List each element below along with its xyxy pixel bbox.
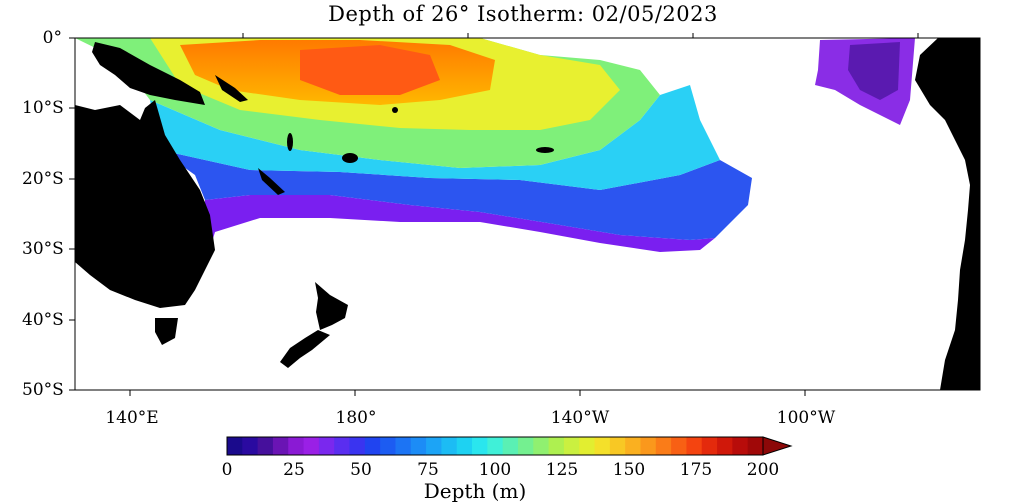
land-island-1 xyxy=(536,147,554,153)
x-tick-label-100w: 100°W xyxy=(776,408,836,428)
y-tick-label-40s: 40°S xyxy=(22,310,64,330)
colorbar-segment xyxy=(701,437,718,455)
colorbar-segment xyxy=(640,437,657,455)
colorbar-segment xyxy=(395,437,412,455)
land-new-caledonia xyxy=(258,168,285,195)
isotherm-depth-field xyxy=(75,38,915,255)
colorbar-border xyxy=(226,436,764,456)
land-new-guinea xyxy=(92,42,205,105)
x-tick-label-140e: 140°E xyxy=(105,408,159,428)
y-tick-label-20s: 20°S xyxy=(22,169,64,189)
colorbar-segment xyxy=(456,437,473,455)
colorbar-label-200: 200 xyxy=(746,460,780,480)
land-new-zealand-south xyxy=(280,330,330,368)
colorbar-segment xyxy=(732,437,749,455)
axis-ticks xyxy=(69,33,980,396)
depth-east-pacific-core xyxy=(848,42,900,100)
colorbar-segment xyxy=(625,437,641,455)
x-tick-label-140w: 140°W xyxy=(550,408,610,428)
colorbar-segment xyxy=(548,437,565,455)
colorbar-segment xyxy=(487,437,504,455)
depth-band-175-200 xyxy=(300,45,440,95)
map-plot-area xyxy=(74,37,981,391)
y-tick-label-0: 0° xyxy=(42,28,62,48)
colorbar-segment xyxy=(257,437,274,455)
colorbar-segment xyxy=(472,437,488,455)
colorbar-segment xyxy=(410,437,427,455)
map-title: Depth of 26° Isotherm: 02/05/2023 xyxy=(328,2,718,26)
colorbar xyxy=(226,436,793,456)
colorbar-label-0: 0 xyxy=(221,460,233,480)
colorbar-segment xyxy=(441,437,458,455)
colorbar-segment xyxy=(686,437,703,455)
colorbar-label-125: 125 xyxy=(545,460,579,480)
colorbar-segment xyxy=(334,437,351,455)
land-australia xyxy=(75,100,215,308)
land-island-2 xyxy=(392,107,398,113)
colorbar-segment xyxy=(380,437,396,455)
x-tick-label-180: 180° xyxy=(335,408,377,428)
y-tick-label-30s: 30°S xyxy=(22,239,64,259)
land-solomon-islands xyxy=(215,75,248,102)
colorbar-segment xyxy=(426,437,442,455)
depth-band-50-75 xyxy=(160,150,752,240)
colorbar-segment xyxy=(533,437,550,455)
colorbar-title: Depth (m) xyxy=(423,479,527,503)
colorbar-segment xyxy=(747,437,764,455)
colorbar-segment xyxy=(227,437,243,455)
colorbar-segment xyxy=(272,437,289,455)
y-tick-label-50s: 50°S xyxy=(22,380,64,400)
y-tick-label-10s: 10°S xyxy=(22,98,64,118)
colorbar-label-150: 150 xyxy=(612,460,646,480)
colorbar-segment xyxy=(609,437,626,455)
colorbar-segment xyxy=(349,437,366,455)
colorbar-label-100: 100 xyxy=(478,460,512,480)
colorbar-segment xyxy=(579,437,596,455)
land-tasmania xyxy=(155,318,178,345)
colorbar-extend-arrow xyxy=(762,436,793,456)
colorbar-segment xyxy=(655,437,672,455)
land-new-zealand-north xyxy=(315,282,348,330)
colorbar-segment xyxy=(594,437,611,455)
colorbar-segment xyxy=(671,437,687,455)
colorbar-segment xyxy=(364,437,381,455)
land-fiji xyxy=(342,153,358,163)
land xyxy=(75,38,980,390)
colorbar-segment xyxy=(242,437,259,455)
colorbar-segment xyxy=(563,437,580,455)
colorbar-segment xyxy=(318,437,335,455)
colorbar-segment xyxy=(303,437,320,455)
colorbar-segment xyxy=(502,437,519,455)
land-south-america xyxy=(915,38,980,390)
colorbar-label-75: 75 xyxy=(417,460,439,480)
colorbar-segment xyxy=(517,437,534,455)
colorbar-segment xyxy=(288,437,305,455)
colorbar-label-25: 25 xyxy=(283,460,305,480)
land-vanuatu xyxy=(287,133,293,151)
depth-band-75-100 xyxy=(150,85,720,190)
depth-band-0-50 xyxy=(200,195,715,255)
colorbar-segment xyxy=(717,437,733,455)
colorbar-label-50: 50 xyxy=(350,460,372,480)
colorbar-label-175: 175 xyxy=(679,460,713,480)
